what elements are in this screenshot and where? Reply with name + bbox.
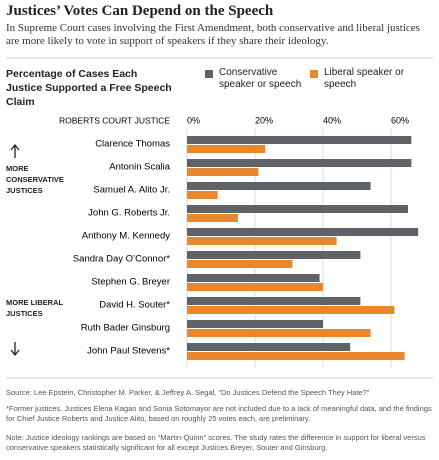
- note: Note: Justice ideology rankings are base…: [6, 433, 426, 452]
- y-tick-label: John G. Roberts Jr.: [88, 208, 170, 219]
- arrow-up: [10, 143, 20, 158]
- bar: [187, 205, 408, 213]
- bar: [187, 297, 361, 305]
- bar: [187, 306, 395, 314]
- y-tick-label: Stephen G. Breyer: [91, 277, 170, 288]
- bar: [187, 191, 218, 199]
- bar: [187, 352, 405, 360]
- bar: [187, 168, 259, 176]
- category-header: ROBERTS COURT JUSTICE: [59, 115, 170, 125]
- bar: [187, 320, 323, 328]
- y-tick-label: Sandra Day O’Connor*: [73, 254, 170, 265]
- bar: [187, 214, 238, 222]
- y-tick-label: Clarence Thomas: [95, 139, 170, 150]
- chart-heading: Percentage of Cases Each Justice Support…: [6, 68, 172, 108]
- bar: [187, 228, 419, 236]
- bar: [187, 283, 323, 291]
- legend-label: Conservative speaker or speech: [219, 67, 302, 90]
- arrow-down: [10, 342, 20, 357]
- y-tick-label: Ruth Bader Ginsburg: [81, 323, 170, 334]
- bar: [187, 145, 266, 153]
- x-tick-label: 40%: [323, 115, 341, 125]
- legend-swatch: [310, 70, 318, 78]
- y-tick-label: Samuel A. Alito Jr.: [93, 185, 170, 196]
- bar: [187, 274, 320, 282]
- legend-label: Liberal speaker or speech: [324, 67, 405, 90]
- y-tick-label: David H. Souter*: [99, 300, 170, 311]
- y-tick-label: Antonin Scalia: [109, 162, 170, 173]
- bar: [187, 136, 412, 144]
- annotation: MORE CONSERVATIVE JUSTICES: [6, 164, 64, 195]
- bar: [187, 182, 371, 190]
- source-note: Source: Lee Epstein, Christopher M. Park…: [6, 388, 370, 397]
- x-tick-label: 0%: [187, 115, 200, 125]
- legend-swatch: [205, 70, 213, 78]
- y-tick-label: John Paul Stevens*: [87, 346, 170, 357]
- annotation: MORE LIBERAL JUSTICES: [6, 298, 63, 318]
- y-tick-label: Anthony M. Kennedy: [82, 231, 170, 242]
- x-tick-label: 60%: [391, 115, 409, 125]
- bar: [187, 159, 412, 167]
- chart-subtitle: In Supreme Court cases involving the Fir…: [6, 22, 420, 47]
- bar: [187, 260, 293, 268]
- x-tick-label: 20%: [255, 115, 273, 125]
- bar: [187, 237, 337, 245]
- bar: [187, 329, 371, 337]
- bar: [187, 251, 361, 259]
- bar: [187, 343, 351, 351]
- footnote: *Former justices. Justices Elena Kagan a…: [6, 404, 432, 423]
- chart-title: Justices’ Votes Can Depend on the Speech: [6, 3, 274, 19]
